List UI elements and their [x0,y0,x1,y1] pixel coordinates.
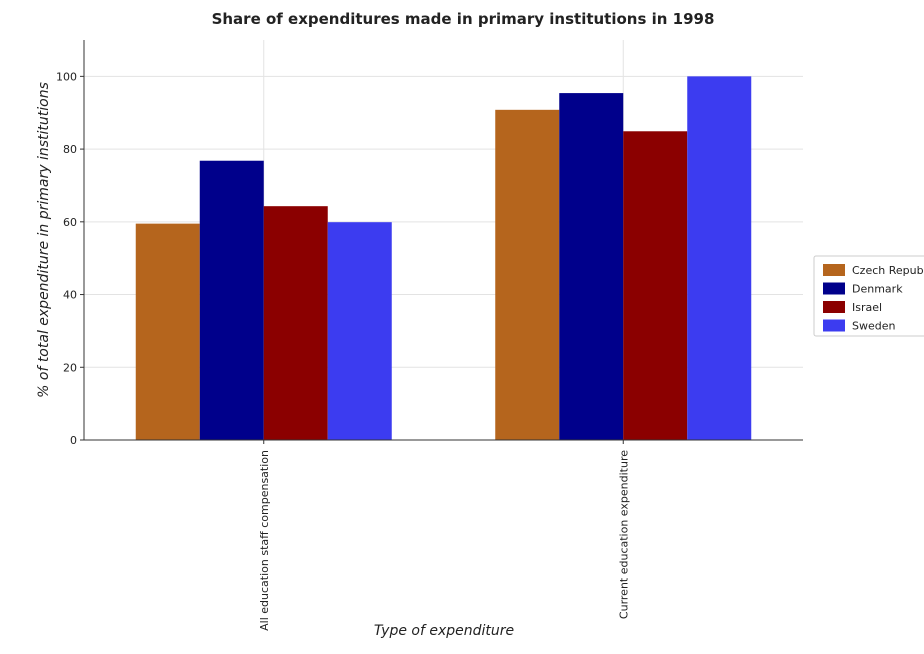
bar-sweden [327,222,392,440]
chart-title: Share of expenditures made in primary in… [212,10,715,28]
bar-czech-republic [135,223,200,440]
legend-swatch [823,319,845,332]
y-tick-label: 100 [56,70,77,83]
legend-label: Denmark [852,283,903,296]
bar-sweden [687,76,752,440]
bars [135,76,752,441]
y-tick-label: 80 [63,143,77,156]
x-tick-label: Current education expenditure [617,450,630,619]
x-axis-label: Type of expenditure [374,623,514,639]
legend-swatch [823,264,845,276]
y-tick-label: 60 [63,216,77,229]
legend-label: Sweden [852,320,895,333]
bar-denmark [199,160,264,440]
legend-box [813,255,924,337]
bar-czech-republic [495,109,560,441]
y-tick-label: 20 [63,361,77,374]
legend-swatch [823,301,845,313]
bar-israel [623,131,688,441]
x-tick-label: All education staff compensation [258,450,271,631]
axes: 0 20 40 60 80 100 All education staff compensa… [56,40,803,631]
legend-label: Israel [852,301,882,314]
y-axis-label: % of total expenditure in primary instit… [36,82,52,398]
y-tick-label: 40 [63,289,77,302]
y-tick-label: 0 [70,434,77,447]
bar-denmark [559,93,624,440]
legend-swatch [823,282,845,295]
legend: Czech Republic Denmark Israel Sweden [813,255,924,337]
legend-label: Czech Republic [852,264,924,277]
bar-israel [263,206,328,440]
